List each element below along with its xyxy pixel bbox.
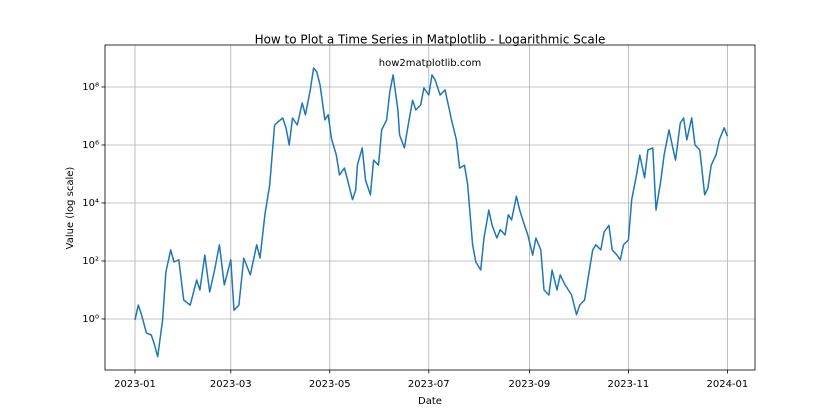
x-axis-label: Date: [418, 396, 442, 407]
y-tick-label: 10⁶: [82, 140, 99, 151]
annotation: how2matplotlib.com: [379, 58, 481, 69]
chart-title: How to Plot a Time Series in Matplotlib …: [255, 33, 606, 47]
data-line: [134, 67, 729, 358]
x-tick-label: 2023-11: [608, 379, 650, 390]
y-tick-label: 10⁴: [82, 198, 99, 209]
y-tick-label: 10⁸: [82, 82, 99, 93]
y-tick-label: 10⁰: [82, 314, 99, 325]
y-axis-label: Value (log scale): [65, 167, 76, 250]
x-tick-label: 2023-03: [210, 379, 252, 390]
x-tick-label: 2023-05: [309, 379, 351, 390]
x-tick-label: 2023-01: [114, 379, 156, 390]
y-tick-label: 10²: [82, 256, 99, 267]
x-tick-label: 2023-07: [408, 379, 450, 390]
plot-frame: [104, 44, 756, 371]
x-tick-label: 2023-09: [509, 379, 551, 390]
x-tick-label: 2024-01: [707, 379, 749, 390]
